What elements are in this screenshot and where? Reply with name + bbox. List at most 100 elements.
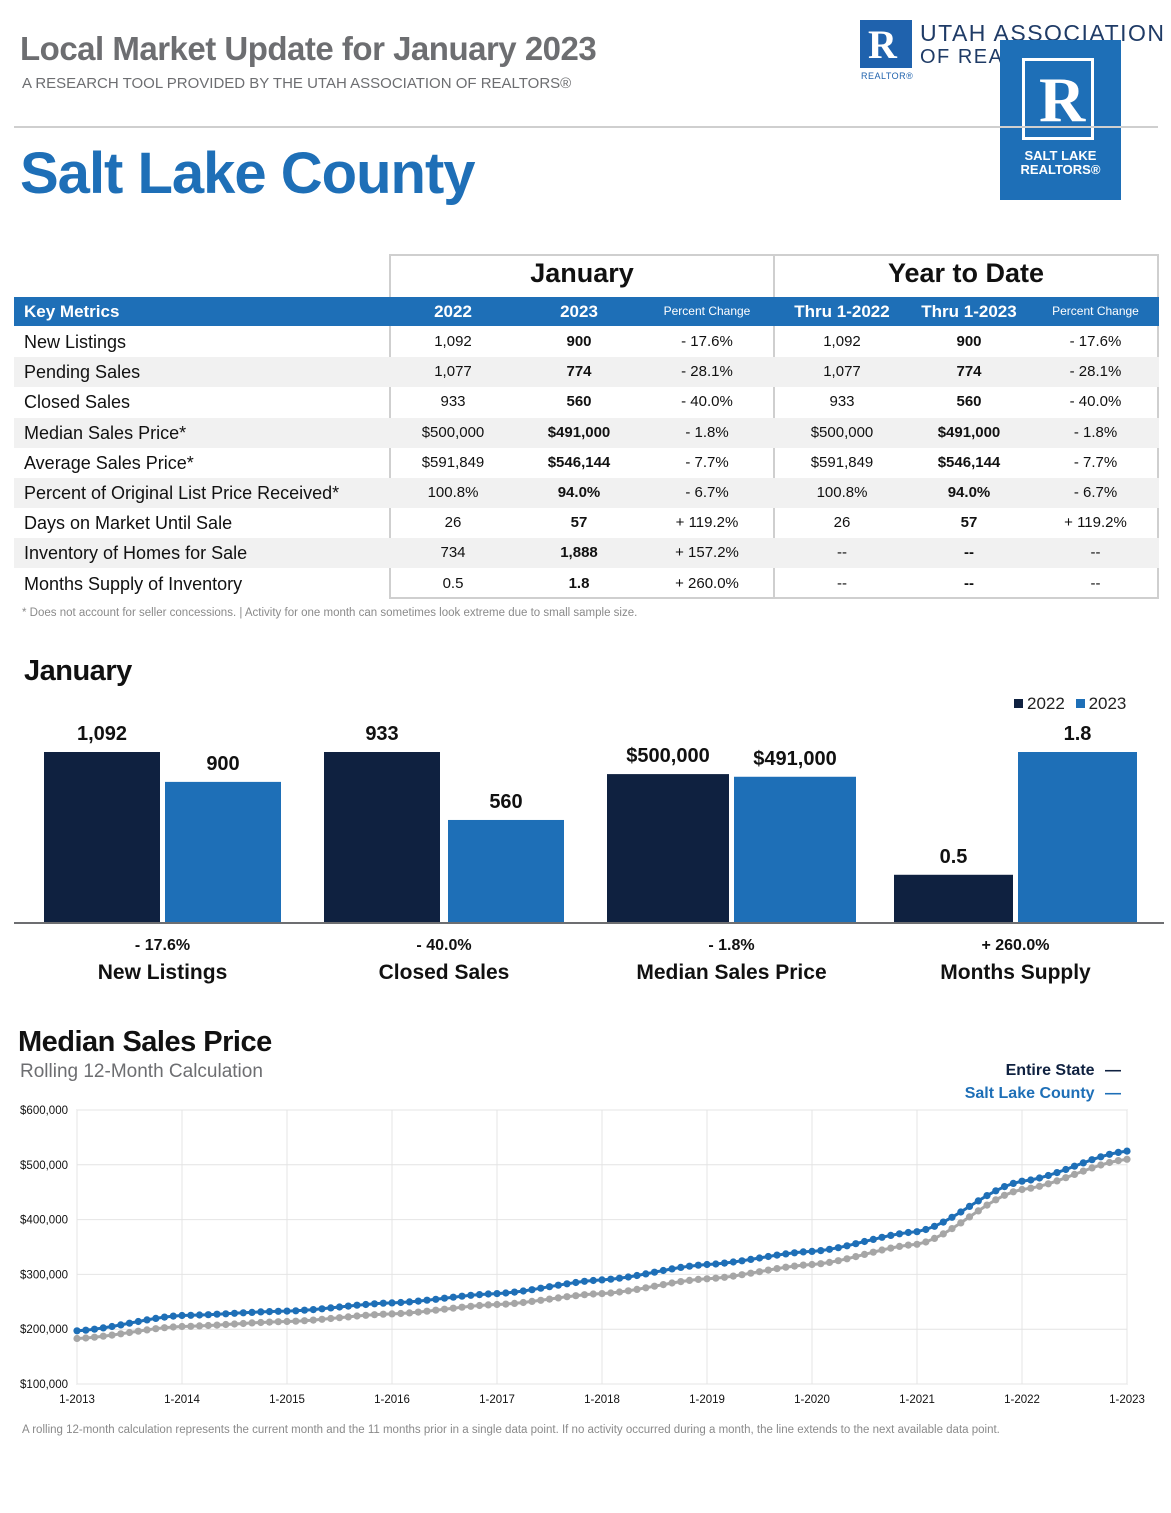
cell-pct: - 1.8% bbox=[685, 423, 729, 441]
cell-ytdpct: - 40.0% bbox=[1069, 393, 1122, 411]
cell-ytd2022: -- bbox=[837, 574, 847, 592]
legend-entire-state: Entire State — bbox=[1006, 1062, 1121, 1080]
data-point bbox=[125, 1319, 134, 1327]
data-point bbox=[817, 1247, 825, 1255]
data-point bbox=[475, 1301, 484, 1310]
table-row: Closed Sales 933 560 - 40.0% 933 560 - 40.0% bbox=[14, 387, 1159, 417]
data-point bbox=[624, 1287, 632, 1295]
legend-2023-swatch bbox=[1075, 699, 1085, 708]
cell-ytd2023: 94.0% bbox=[947, 484, 991, 501]
data-point bbox=[615, 1288, 624, 1296]
data-point bbox=[895, 1230, 904, 1238]
data-point bbox=[432, 1306, 440, 1314]
metric-name: Average Sales Price* bbox=[24, 452, 194, 473]
data-point bbox=[852, 1253, 860, 1261]
data-point bbox=[1123, 1147, 1131, 1155]
data-point bbox=[755, 1254, 764, 1262]
data-point bbox=[204, 1311, 212, 1319]
cell-v2023: $546,144 bbox=[547, 453, 611, 471]
y-tick-label: $500,000 bbox=[20, 1160, 68, 1172]
data-point bbox=[475, 1291, 484, 1299]
cell-pct: - 6.7% bbox=[685, 484, 729, 501]
data-point bbox=[230, 1309, 239, 1317]
bar-legend: 2022 2023 bbox=[1014, 694, 1126, 714]
realtor-r-icon: R bbox=[1022, 58, 1094, 140]
data-point bbox=[764, 1252, 772, 1261]
data-point bbox=[204, 1321, 212, 1330]
data-point bbox=[160, 1313, 169, 1321]
data-point bbox=[160, 1324, 169, 1332]
data-point bbox=[134, 1317, 142, 1326]
data-point bbox=[257, 1308, 265, 1316]
data-point bbox=[790, 1262, 799, 1270]
bar-value-label: 1.8 bbox=[1064, 723, 1092, 745]
data-point bbox=[222, 1320, 230, 1329]
data-point bbox=[344, 1302, 352, 1310]
x-tick-label: 1-2020 bbox=[794, 1394, 830, 1406]
data-point bbox=[502, 1289, 510, 1297]
data-point bbox=[1044, 1180, 1052, 1188]
data-point bbox=[405, 1309, 414, 1317]
data-point bbox=[90, 1325, 99, 1333]
data-point bbox=[545, 1295, 554, 1303]
cell-v2022: 933 bbox=[440, 393, 466, 411]
data-point bbox=[1009, 1188, 1017, 1196]
cell-ytd2022: 1,092 bbox=[823, 333, 861, 350]
data-point bbox=[1070, 1170, 1079, 1178]
data-point bbox=[1044, 1171, 1052, 1180]
cell-v2023: 1.8 bbox=[568, 574, 590, 592]
data-point bbox=[729, 1272, 737, 1280]
cell-ytd2023: -- bbox=[964, 574, 974, 592]
data-point bbox=[1123, 1155, 1131, 1163]
data-point bbox=[414, 1308, 422, 1316]
y-tick-label: $300,000 bbox=[20, 1269, 68, 1281]
data-point bbox=[82, 1326, 90, 1334]
x-tick-label: 1-2023 bbox=[1109, 1394, 1145, 1406]
legend-entire-state-dash: — bbox=[1105, 1062, 1121, 1079]
data-point bbox=[484, 1301, 492, 1309]
report-subtitle: A RESEARCH TOOL PROVIDED BY THE UTAH ASS… bbox=[22, 75, 572, 92]
cell-ytdpct: - 28.1% bbox=[1069, 363, 1122, 381]
data-point bbox=[948, 1213, 956, 1221]
cell-v2022: 1,092 bbox=[434, 333, 472, 350]
data-point bbox=[493, 1300, 501, 1309]
data-point bbox=[423, 1307, 431, 1315]
cell-ytd2023: $546,144 bbox=[937, 453, 1001, 471]
data-point bbox=[519, 1287, 527, 1295]
data-point bbox=[1053, 1177, 1061, 1185]
data-point bbox=[187, 1322, 195, 1330]
data-point bbox=[1105, 1150, 1114, 1158]
series-points-entire-state bbox=[73, 1155, 1131, 1343]
data-point bbox=[1088, 1164, 1096, 1172]
data-point bbox=[939, 1218, 947, 1226]
cell-ytd2022: 26 bbox=[833, 514, 851, 532]
data-point bbox=[668, 1279, 676, 1287]
data-point bbox=[703, 1275, 711, 1283]
line-chart-subtitle: Rolling 12-Month Calculation bbox=[20, 1061, 263, 1082]
data-point bbox=[1062, 1165, 1070, 1174]
data-point bbox=[335, 1314, 344, 1322]
data-point bbox=[580, 1277, 589, 1285]
data-point bbox=[353, 1312, 361, 1320]
data-point bbox=[143, 1326, 151, 1334]
y-tick-label: $400,000 bbox=[20, 1215, 68, 1227]
data-point bbox=[869, 1235, 877, 1243]
realtor-r-icon: R bbox=[860, 20, 912, 68]
data-point bbox=[895, 1242, 904, 1250]
legend-county-dash: — bbox=[1105, 1085, 1121, 1102]
data-point bbox=[790, 1249, 799, 1257]
group-change-label: - 40.0% bbox=[416, 937, 471, 954]
data-point bbox=[537, 1284, 545, 1292]
data-point bbox=[327, 1304, 335, 1312]
data-point bbox=[703, 1260, 711, 1269]
data-point bbox=[274, 1318, 282, 1326]
data-point bbox=[300, 1317, 309, 1325]
metric-name: Closed Sales bbox=[24, 392, 131, 413]
bar-new-listings-2023 bbox=[165, 781, 281, 922]
data-point bbox=[834, 1244, 842, 1252]
header-percent-change: Percent Change bbox=[663, 304, 751, 318]
data-point bbox=[782, 1250, 790, 1258]
data-point bbox=[370, 1311, 379, 1319]
data-point bbox=[213, 1310, 221, 1318]
data-point bbox=[720, 1273, 729, 1281]
